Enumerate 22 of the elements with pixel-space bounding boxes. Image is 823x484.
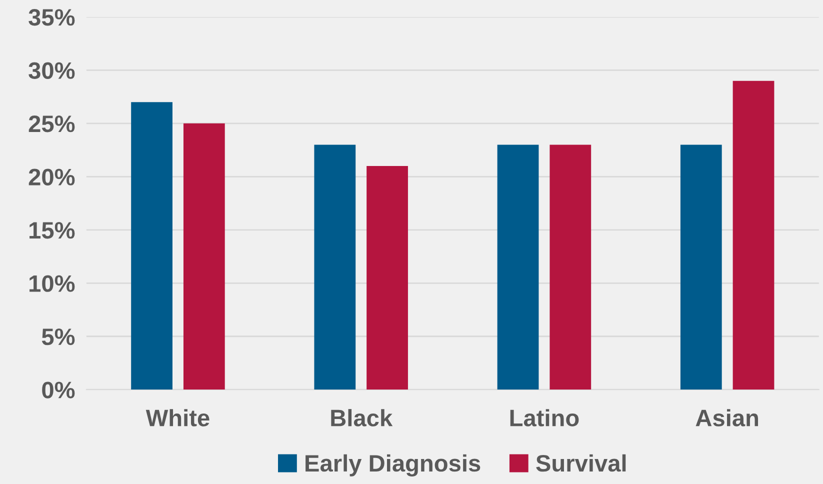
y-tick-label: 15% bbox=[30, 222, 75, 239]
x-tick-label: Latino bbox=[510, 409, 579, 426]
y-tick-label: 25% bbox=[28, 115, 75, 132]
bar bbox=[131, 102, 172, 390]
bar bbox=[497, 144, 539, 390]
bar bbox=[732, 80, 774, 390]
y-tick-label: 20% bbox=[28, 168, 75, 186]
bar bbox=[366, 166, 408, 390]
x-tick-label: White bbox=[146, 409, 210, 426]
y-tick-label: 35% bbox=[28, 9, 75, 26]
bar bbox=[183, 123, 225, 390]
y-tick-label: 30% bbox=[28, 62, 75, 79]
bar bbox=[550, 144, 592, 390]
x-tick-label: Black bbox=[331, 409, 393, 426]
y-tick-label: 0% bbox=[42, 382, 75, 398]
bar bbox=[314, 144, 356, 390]
x-tick-label: Asian bbox=[696, 409, 758, 426]
bar bbox=[680, 144, 722, 390]
y-tick-label: 10% bbox=[30, 275, 75, 292]
legend-label: Survival bbox=[536, 454, 626, 472]
legend-label: Early Diagnosis bbox=[306, 454, 480, 476]
y-tick-label: 5% bbox=[42, 328, 75, 346]
